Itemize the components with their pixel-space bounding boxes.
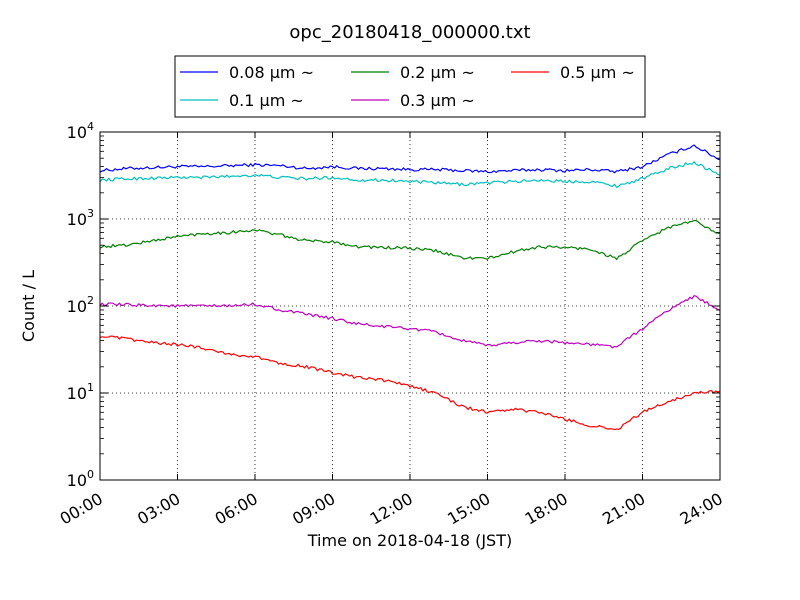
legend-label: 0.1 μm ~ [229, 91, 304, 110]
legend-label: 0.2 μm ~ [400, 63, 475, 82]
y-tick-label: 103 [67, 207, 94, 229]
legend: 0.08 μm ~ 0.1 μm ~ 0.2 μm ~ 0.3 μm ~ 0.5 μm … [174, 55, 646, 118]
legend-box [174, 55, 646, 118]
y-tick-label: 104 [67, 120, 94, 142]
series-line [99, 144, 721, 174]
y-tick-label: 102 [67, 294, 94, 316]
legend-label: 0.3 μm ~ [400, 91, 475, 110]
axis-ticks [99, 131, 721, 481]
series-line [99, 295, 721, 349]
y-tick-label: 100 [67, 468, 94, 490]
chart-title: opc_20180418_000000.txt [289, 22, 530, 43]
series-lines [99, 144, 721, 431]
series-line [99, 335, 721, 431]
series-line [99, 219, 721, 261]
grid [100, 132, 720, 480]
legend-label: 0.08 μm ~ [229, 63, 314, 82]
legend-label: 0.5 μm ~ [560, 63, 635, 82]
x-axis-label: Time on 2018-04-18 (JST) [307, 531, 512, 550]
series-line [99, 161, 721, 189]
y-tick-label: 101 [67, 381, 94, 403]
y-tick-labels: 100 101 102 103 104 [67, 120, 94, 490]
y-axis-label: Count / L [19, 270, 38, 342]
